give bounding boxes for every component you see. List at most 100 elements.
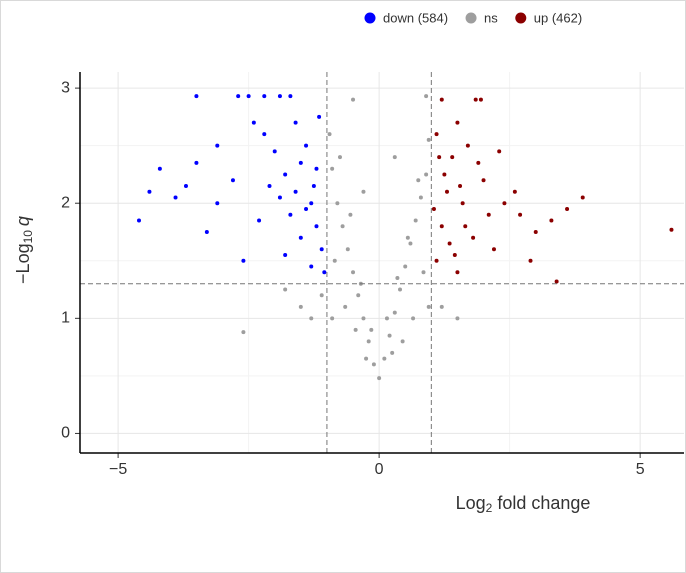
point [157, 166, 162, 171]
point [424, 172, 429, 177]
point [173, 195, 178, 200]
point [398, 287, 403, 292]
point [497, 149, 502, 154]
point [458, 183, 463, 188]
point [528, 258, 533, 263]
point [283, 253, 288, 258]
legend-marker [465, 12, 477, 24]
point [277, 195, 282, 200]
point [251, 120, 256, 125]
point [450, 155, 455, 160]
point [283, 287, 288, 292]
point [298, 160, 303, 165]
point [309, 316, 314, 321]
y-tick-label: 1 [61, 310, 70, 327]
point [512, 189, 517, 194]
point [476, 160, 481, 165]
point [304, 206, 309, 211]
point [361, 189, 366, 194]
point [204, 229, 209, 234]
point [442, 172, 447, 177]
point [309, 264, 314, 269]
point [311, 183, 316, 188]
point [335, 201, 340, 206]
point [241, 258, 246, 263]
point [471, 235, 476, 240]
point [518, 212, 523, 217]
point [387, 333, 392, 338]
point [317, 114, 322, 119]
point [437, 155, 442, 160]
y-label-main: −Log [13, 243, 33, 284]
point [351, 97, 356, 102]
point [416, 178, 421, 183]
point [426, 137, 431, 142]
point [455, 120, 460, 125]
point [405, 235, 410, 240]
point [314, 224, 319, 229]
point [434, 258, 439, 263]
x-tick-label: −5 [109, 461, 127, 478]
point [304, 143, 309, 148]
point [183, 183, 188, 188]
point [330, 166, 335, 171]
legend: down (584) ns up (462) [364, 10, 582, 25]
point [361, 316, 366, 321]
point [345, 247, 350, 252]
point [439, 224, 444, 229]
point [371, 362, 376, 367]
point [353, 327, 358, 332]
point [447, 241, 452, 246]
x-tick-label: 0 [375, 461, 384, 478]
point [669, 227, 674, 232]
point [413, 218, 418, 223]
point [390, 350, 395, 355]
point [455, 270, 460, 275]
point [444, 189, 449, 194]
y-label-sub: 10 [21, 230, 35, 244]
x-axis-label: Log2 fold change [456, 493, 591, 515]
point [236, 94, 241, 99]
y-tick-label: 2 [61, 194, 70, 211]
point [411, 316, 416, 321]
y-tick-label: 0 [61, 425, 70, 442]
point [288, 212, 293, 217]
point [384, 316, 389, 321]
point [330, 316, 335, 321]
point [439, 304, 444, 309]
point [392, 155, 397, 160]
point [533, 229, 538, 234]
point [319, 247, 324, 252]
point [267, 183, 272, 188]
x-label-rest: fold change [492, 493, 590, 513]
point [327, 132, 332, 137]
point [257, 218, 262, 223]
point [215, 201, 220, 206]
point [439, 97, 444, 102]
point [554, 279, 559, 284]
point [364, 356, 369, 361]
point [293, 189, 298, 194]
point [241, 330, 246, 335]
point [400, 339, 405, 344]
point [395, 276, 400, 281]
point [431, 206, 436, 211]
point [356, 293, 361, 298]
y-label-var: q [13, 216, 33, 226]
point [424, 94, 429, 99]
point [580, 195, 585, 200]
point [343, 304, 348, 309]
point [288, 94, 293, 99]
point [418, 195, 423, 200]
point [351, 270, 356, 275]
y-tick-label: 3 [61, 79, 70, 96]
legend-marker [364, 12, 376, 24]
point [478, 97, 483, 102]
point [319, 293, 324, 298]
legend-marker [515, 12, 527, 24]
point [246, 94, 251, 99]
point [421, 270, 426, 275]
point [348, 212, 353, 217]
point [332, 258, 337, 263]
